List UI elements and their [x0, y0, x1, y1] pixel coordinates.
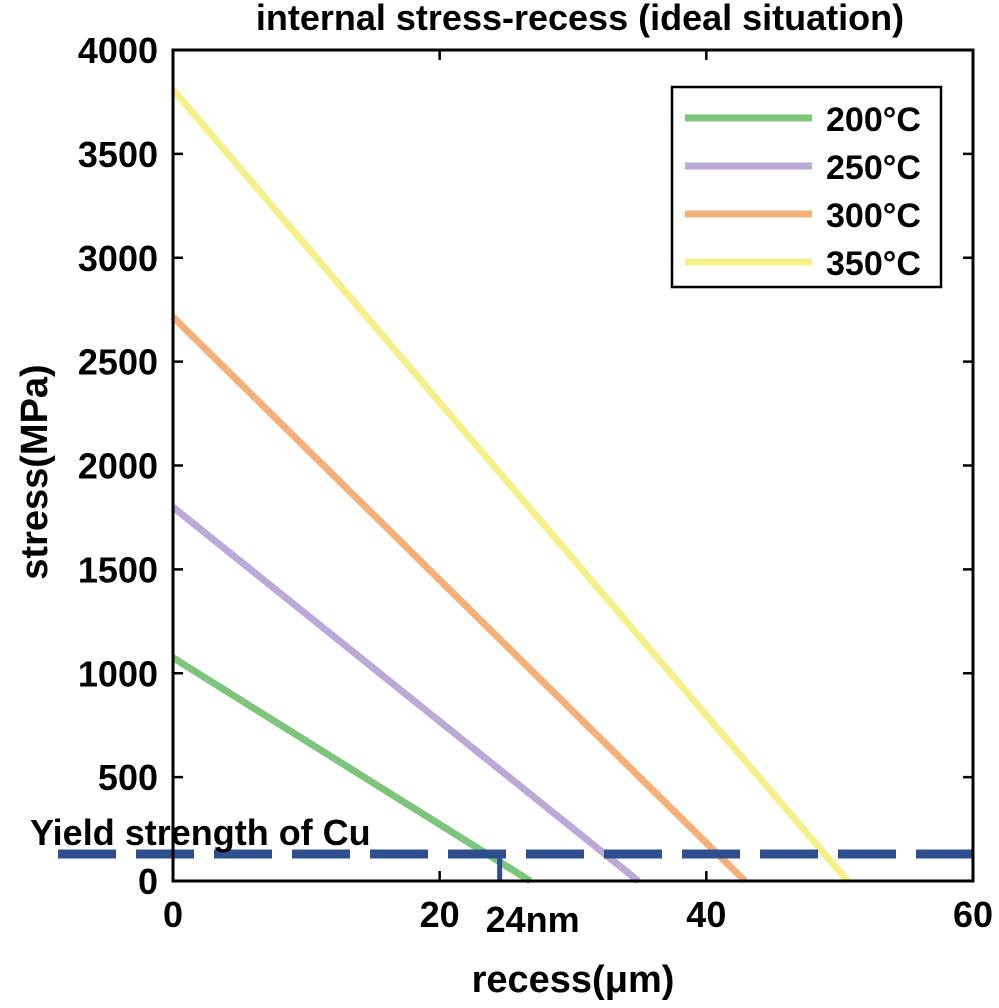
legend-label-2: 250°C — [826, 149, 921, 187]
y-tick-label: 3000 — [78, 238, 158, 279]
legend: 200°C 250°C 300°C 350°C — [670, 85, 943, 289]
y-axis-label: stress(MPa) — [14, 364, 56, 579]
annotation-layer: Yield strength of Cu 24nm — [30, 812, 990, 940]
y-tick-label: 2000 — [78, 446, 158, 487]
y-tick-label: 1500 — [78, 549, 158, 590]
legend-label-4: 350°C — [826, 245, 921, 283]
y-tick-label: 4000 — [78, 30, 158, 71]
marker-24nm-label: 24nm — [486, 899, 580, 940]
series-line-2 — [170, 504, 641, 884]
x-tick-label: 40 — [686, 894, 726, 935]
series-line-3 — [170, 314, 748, 884]
series-line-4 — [170, 87, 851, 884]
axis-ticks: 0 20 40 60 0 500 1000 1500 2000 2500 3000 3500 4000 — [78, 30, 993, 935]
chart-title: internal stress-recess (ideal situation) — [256, 0, 904, 38]
y-tick-label: 500 — [98, 757, 158, 798]
y-tick-label: 1000 — [78, 653, 158, 694]
x-tick-label: 0 — [163, 894, 183, 935]
y-tick-label: 3500 — [78, 134, 158, 175]
x-axis-label: recess(μm) — [472, 959, 675, 1001]
legend-label-1: 200°C — [826, 101, 921, 139]
yield-strength-label: Yield strength of Cu — [30, 812, 371, 853]
legend-label-3: 300°C — [826, 197, 921, 235]
x-tick-label: 20 — [420, 894, 460, 935]
y-tick-label: 0 — [138, 861, 158, 902]
series-line-1 — [171, 654, 533, 884]
y-tick-label: 2500 — [78, 342, 158, 383]
x-tick-label: 60 — [953, 894, 993, 935]
series-layer — [170, 87, 851, 884]
